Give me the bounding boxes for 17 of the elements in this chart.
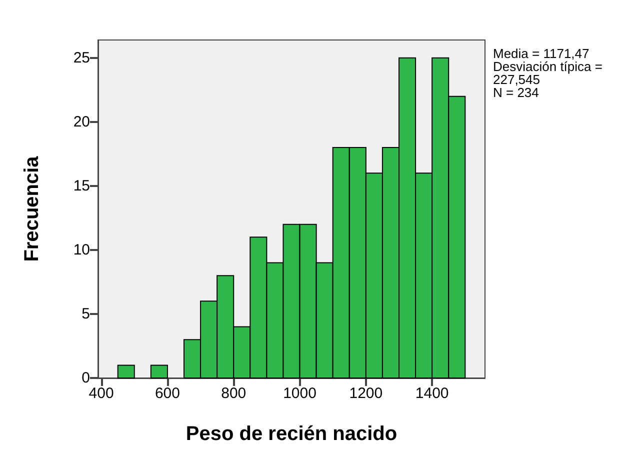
x-tick-label: 1400: [415, 385, 449, 402]
x-tick-label: 1200: [349, 385, 383, 402]
text: Media = 1171,47: [493, 46, 590, 61]
x-tick-label: 800: [221, 385, 246, 402]
y-tick-label: 0: [82, 370, 90, 386]
x-tick-label: 1000: [283, 385, 316, 402]
text: N = 234: [493, 85, 539, 100]
x-tick-label: 400: [88, 385, 114, 402]
y-tick-label: 10: [73, 241, 90, 258]
y-tick-label: 25: [73, 49, 90, 66]
x-axis-title: Peso de recién nacido: [186, 423, 398, 445]
y-tick-label: 20: [73, 113, 90, 130]
x-tick-label: 600: [154, 385, 180, 402]
y-tick-label: 5: [82, 305, 90, 322]
y-axis-title: Frecuencia: [21, 155, 43, 262]
y-tick-label: 15: [73, 177, 90, 194]
text: Desviación típica = 227,545: [493, 59, 606, 87]
